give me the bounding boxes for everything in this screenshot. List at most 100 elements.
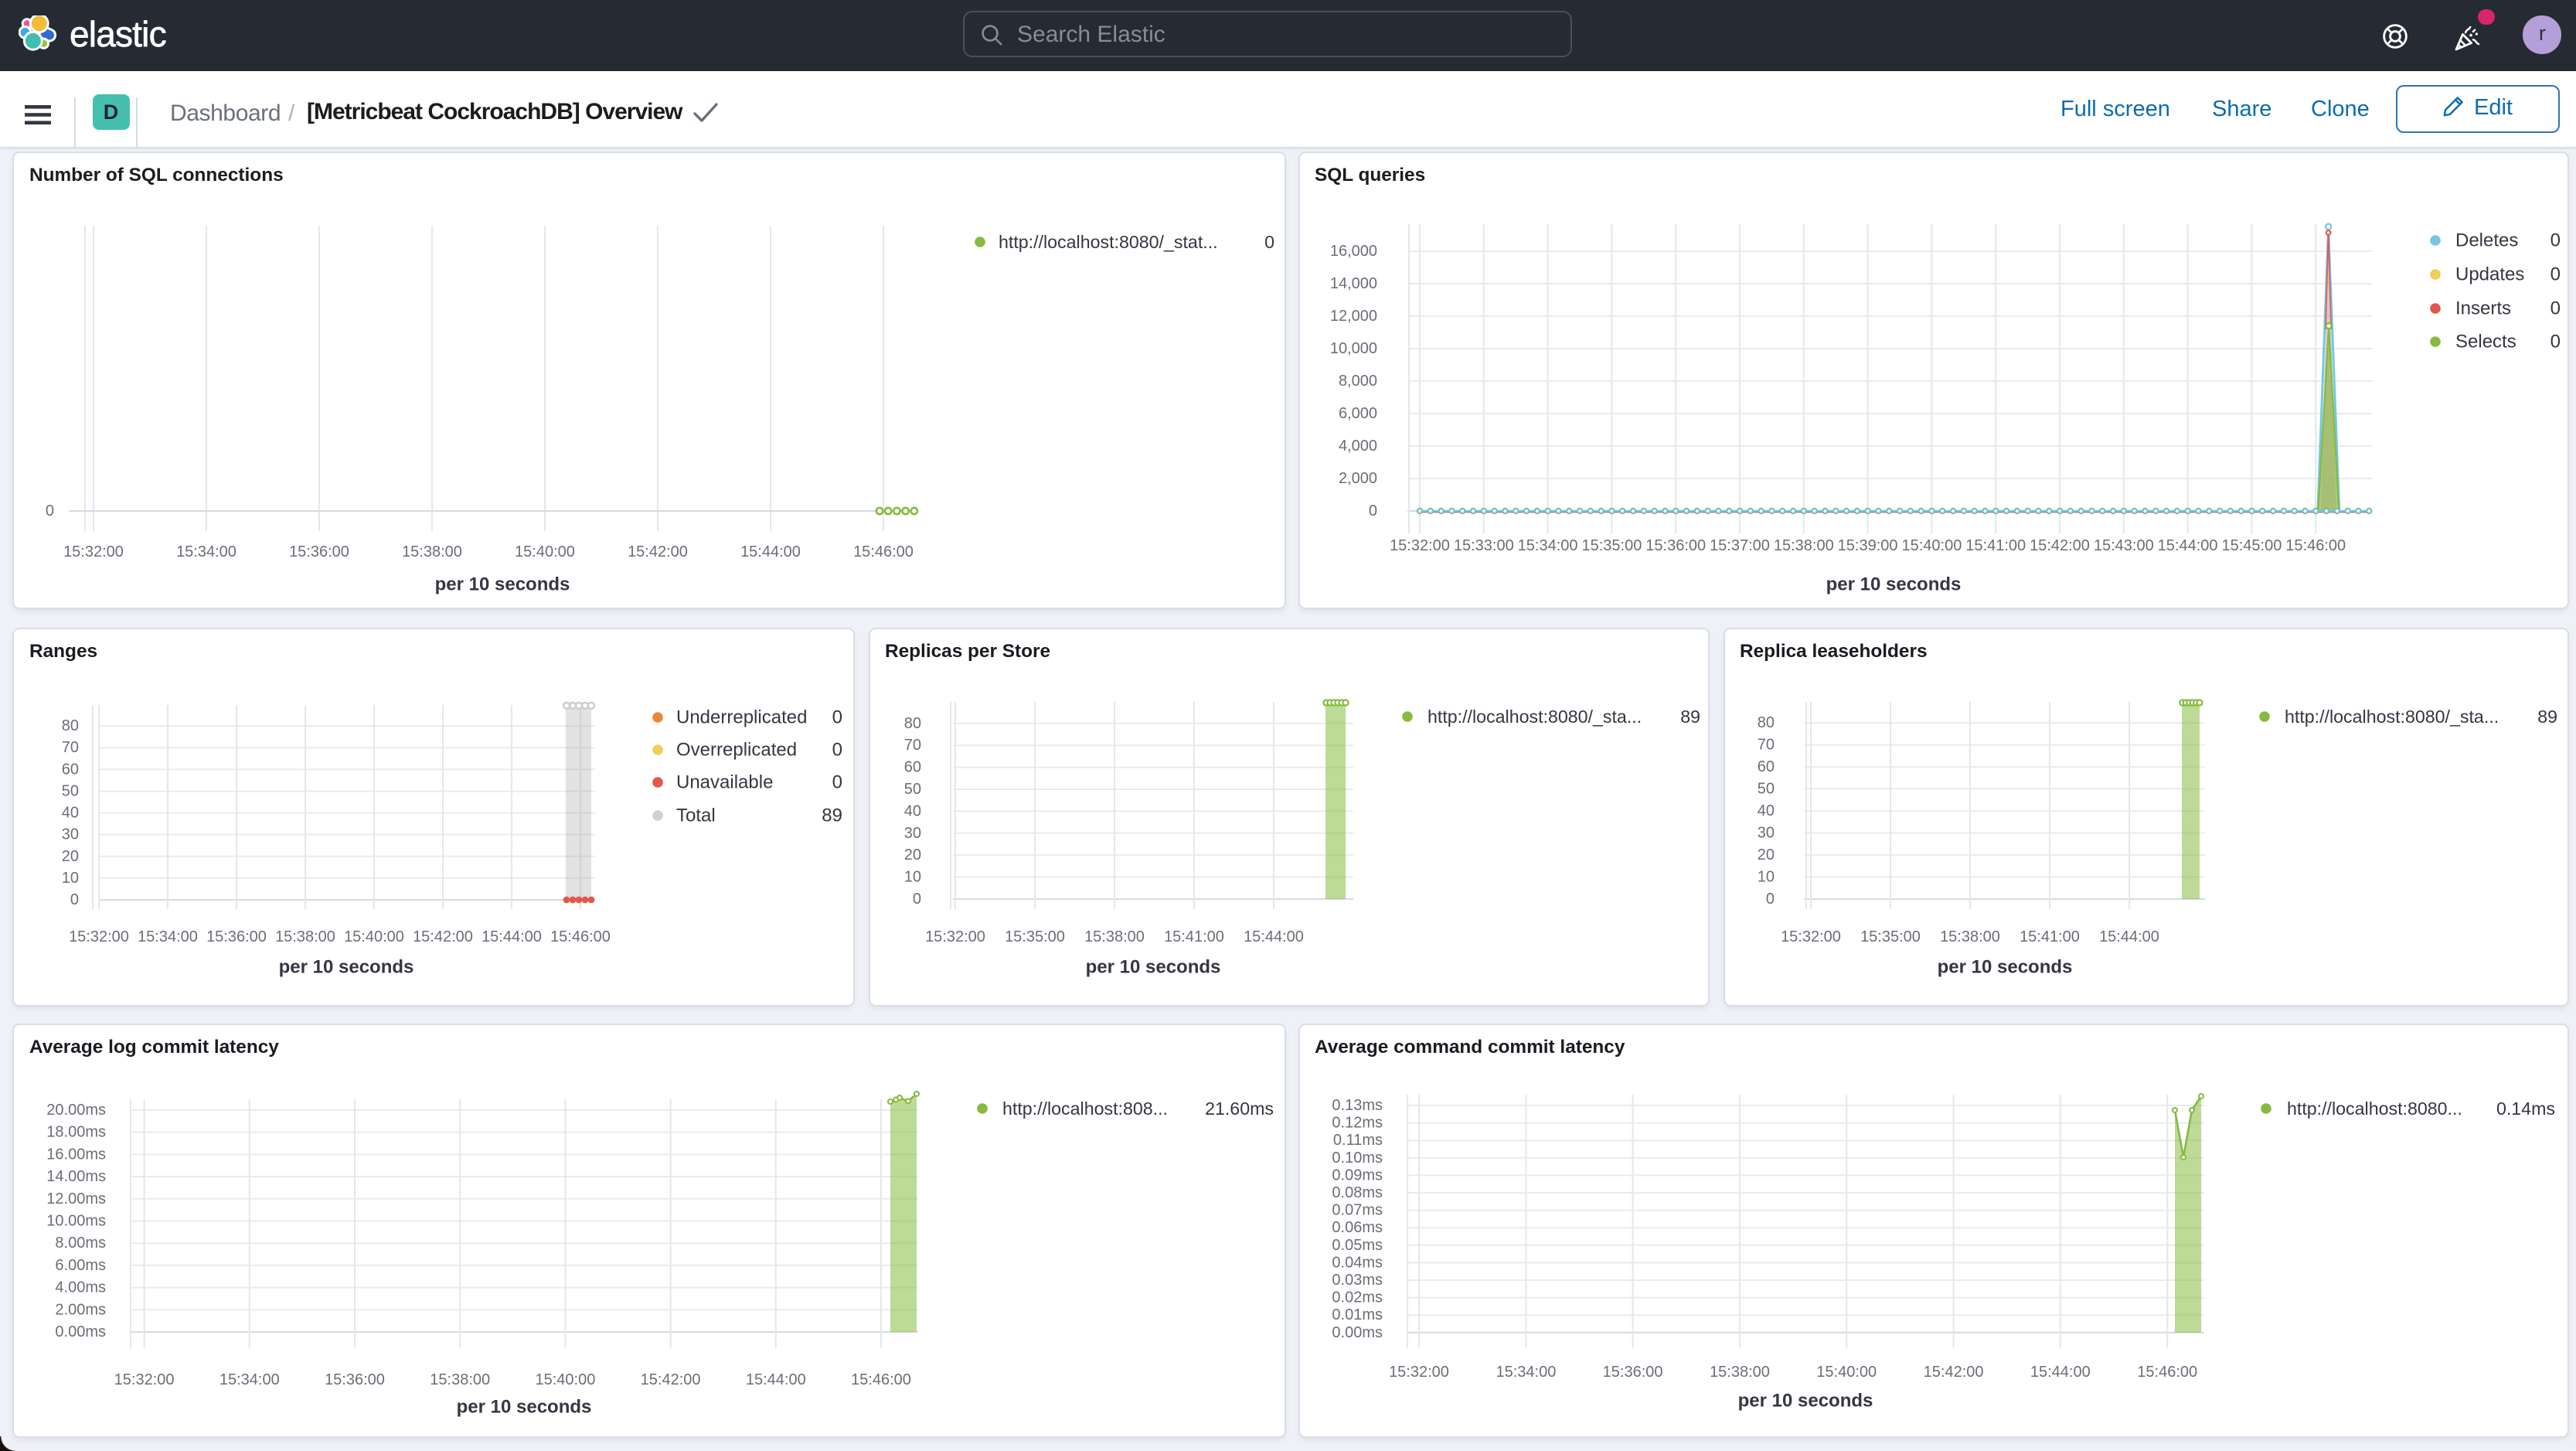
svg-text:2,000: 2,000 — [1338, 470, 1376, 487]
svg-text:15:42:00: 15:42:00 — [2029, 537, 2089, 554]
svg-text:15:46:00: 15:46:00 — [853, 543, 914, 560]
svg-text:0.11ms: 0.11ms — [1332, 1131, 1382, 1148]
svg-text:Overreplicated: Overreplicated — [676, 740, 797, 761]
svg-text:15:44:00: 15:44:00 — [740, 543, 801, 560]
svg-text:70: 70 — [62, 739, 79, 756]
svg-text:0.02ms: 0.02ms — [1331, 1289, 1382, 1306]
svg-text:per 10 seconds: per 10 seconds — [1826, 574, 1961, 595]
svg-text:15:35:00: 15:35:00 — [1004, 928, 1064, 945]
svg-text:15:44:00: 15:44:00 — [2030, 1363, 2090, 1380]
svg-text:2.00ms: 2.00ms — [55, 1300, 106, 1317]
svg-text:15:36:00: 15:36:00 — [1645, 537, 1705, 554]
svg-text:15:34:00: 15:34:00 — [138, 928, 198, 945]
svg-text:4,000: 4,000 — [1338, 438, 1376, 455]
svg-text:14,000: 14,000 — [1329, 275, 1376, 292]
svg-text:15:36:00: 15:36:00 — [206, 928, 267, 945]
svg-text:20: 20 — [62, 848, 79, 865]
svg-text:60: 60 — [1757, 758, 1774, 775]
svg-text:0.14ms: 0.14ms — [2496, 1098, 2554, 1118]
svg-text:0.00ms: 0.00ms — [1331, 1323, 1382, 1340]
svg-text:70: 70 — [903, 737, 920, 754]
svg-text:0.06ms: 0.06ms — [1331, 1218, 1382, 1235]
svg-text:40: 40 — [1757, 802, 1774, 819]
svg-text:20.00ms: 20.00ms — [46, 1101, 106, 1118]
svg-text:0: 0 — [832, 740, 842, 761]
svg-text:15:32:00: 15:32:00 — [1388, 1363, 1448, 1380]
svg-text:15:42:00: 15:42:00 — [413, 928, 473, 945]
svg-text:15:38:00: 15:38:00 — [1709, 1363, 1769, 1380]
svg-text:15:44:00: 15:44:00 — [1243, 928, 1303, 945]
svg-text:15:38:00: 15:38:00 — [1939, 928, 1999, 945]
svg-text:70: 70 — [1757, 737, 1774, 754]
svg-text:30: 30 — [1757, 825, 1774, 842]
svg-text:15:35:00: 15:35:00 — [1860, 928, 1920, 945]
svg-text:0: 0 — [1264, 232, 1274, 252]
svg-text:15:32:00: 15:32:00 — [63, 543, 124, 560]
svg-text:8,000: 8,000 — [1338, 373, 1376, 390]
svg-text:30: 30 — [62, 826, 79, 843]
svg-text:15:33:00: 15:33:00 — [1453, 537, 1513, 554]
svg-text:4.00ms: 4.00ms — [55, 1279, 106, 1296]
svg-text:30: 30 — [903, 825, 920, 842]
svg-text:http://localhost:8080/_sta...: http://localhost:8080/_sta... — [2284, 707, 2498, 727]
svg-text:15:46:00: 15:46:00 — [2285, 537, 2345, 554]
svg-text:16,000: 16,000 — [1329, 243, 1376, 260]
svg-text:20: 20 — [903, 846, 920, 863]
svg-text:0.03ms: 0.03ms — [1331, 1271, 1382, 1288]
svg-text:15:39:00: 15:39:00 — [1837, 537, 1897, 554]
svg-text:15:32:00: 15:32:00 — [69, 928, 129, 945]
svg-text:Unavailable: Unavailable — [676, 772, 773, 793]
svg-text:0: 0 — [912, 891, 920, 908]
svg-text:Underreplicated: Underreplicated — [676, 707, 807, 728]
svg-text:0.05ms: 0.05ms — [1331, 1236, 1382, 1253]
svg-text:http://localhost:8080/_sta...: http://localhost:8080/_sta... — [1427, 707, 1641, 727]
svg-text:80: 80 — [1757, 714, 1774, 731]
svg-text:40: 40 — [903, 802, 920, 819]
svg-text:0: 0 — [1368, 502, 1376, 519]
svg-text:89: 89 — [822, 806, 842, 826]
svg-text:18.00ms: 18.00ms — [46, 1123, 106, 1140]
svg-text:89: 89 — [2537, 707, 2557, 727]
svg-text:15:46:00: 15:46:00 — [851, 1371, 911, 1388]
svg-text:15:38:00: 15:38:00 — [1084, 928, 1144, 945]
svg-text:40: 40 — [62, 805, 79, 822]
svg-text:6,000: 6,000 — [1338, 405, 1376, 422]
svg-text:6.00ms: 6.00ms — [55, 1256, 106, 1273]
svg-text:http://localhost:8080...: http://localhost:8080... — [2286, 1098, 2462, 1118]
svg-text:0.09ms: 0.09ms — [1331, 1166, 1382, 1183]
svg-text:0: 0 — [2550, 298, 2560, 319]
svg-text:10.00ms: 10.00ms — [46, 1212, 106, 1229]
svg-text:0.13ms: 0.13ms — [1331, 1096, 1382, 1113]
svg-text:15:46:00: 15:46:00 — [550, 928, 611, 945]
svg-text:15:46:00: 15:46:00 — [2136, 1363, 2197, 1380]
svg-text:15:35:00: 15:35:00 — [1581, 537, 1641, 554]
svg-text:0.10ms: 0.10ms — [1331, 1149, 1382, 1166]
svg-text:15:44:00: 15:44:00 — [746, 1371, 806, 1388]
svg-text:15:32:00: 15:32:00 — [924, 928, 985, 945]
svg-text:0.07ms: 0.07ms — [1331, 1201, 1382, 1218]
svg-text:0.01ms: 0.01ms — [1331, 1306, 1382, 1323]
svg-text:10,000: 10,000 — [1329, 340, 1376, 357]
svg-text:0.00ms: 0.00ms — [55, 1323, 106, 1340]
svg-text:per 10 seconds: per 10 seconds — [1937, 957, 2072, 978]
svg-text:per 10 seconds: per 10 seconds — [435, 574, 570, 595]
svg-text:15:40:00: 15:40:00 — [515, 543, 575, 560]
svg-text:Deletes: Deletes — [2455, 230, 2517, 251]
svg-text:15:37:00: 15:37:00 — [1709, 537, 1769, 554]
svg-text:21.60ms: 21.60ms — [1205, 1098, 1274, 1118]
svg-text:15:34:00: 15:34:00 — [1495, 1363, 1555, 1380]
svg-text:15:41:00: 15:41:00 — [2019, 928, 2079, 945]
svg-text:10: 10 — [1757, 868, 1774, 885]
svg-text:0: 0 — [2550, 230, 2560, 251]
svg-text:15:40:00: 15:40:00 — [1901, 537, 1961, 554]
svg-text:15:34:00: 15:34:00 — [219, 1371, 280, 1388]
svg-text:15:36:00: 15:36:00 — [289, 543, 349, 560]
svg-text:15:38:00: 15:38:00 — [275, 928, 335, 945]
svg-text:per 10 seconds: per 10 seconds — [457, 1396, 592, 1417]
svg-text:15:41:00: 15:41:00 — [1163, 928, 1223, 945]
svg-text:15:42:00: 15:42:00 — [1923, 1363, 1983, 1380]
svg-text:80: 80 — [903, 715, 920, 732]
svg-text:15:42:00: 15:42:00 — [641, 1371, 701, 1388]
svg-text:15:40:00: 15:40:00 — [535, 1371, 595, 1388]
svg-text:0: 0 — [46, 502, 54, 519]
